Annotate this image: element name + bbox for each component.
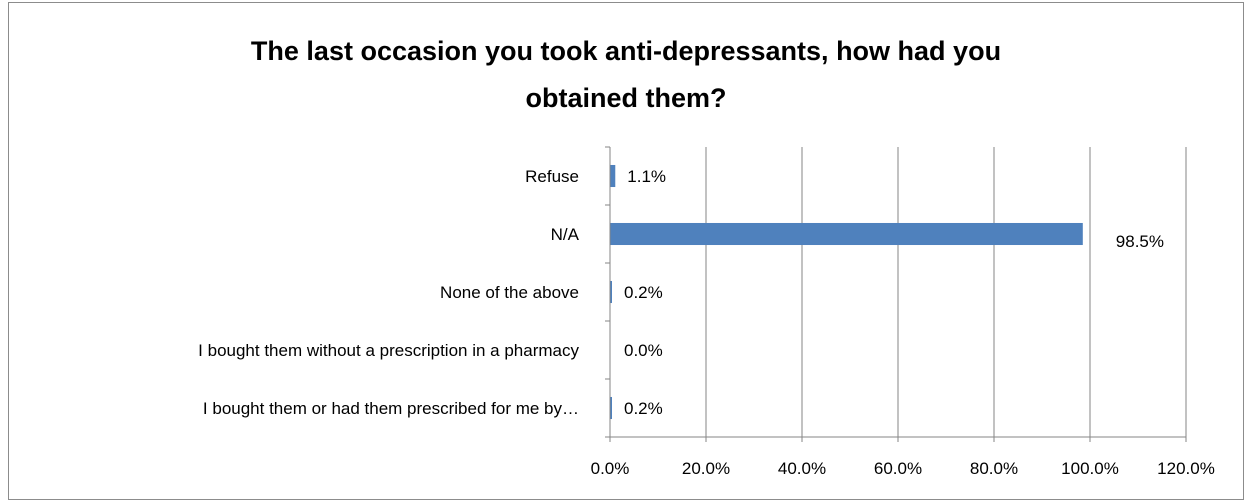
category-label: N/A	[551, 225, 580, 244]
x-tick-label: 100.0%	[1061, 459, 1119, 478]
x-tick-label: 120.0%	[1157, 459, 1215, 478]
category-label: I bought them without a prescription in …	[198, 341, 579, 360]
data-label: 98.5%	[1116, 232, 1164, 251]
chart-frame	[8, 2, 1244, 500]
gridlines	[705, 147, 1187, 437]
data-label: 0.0%	[624, 341, 663, 360]
labels: 0.0% 20.0% 40.0% 60.0% 80.0% 100.0% 120.0% Refu…	[198, 167, 1215, 478]
data-label: 0.2%	[624, 283, 663, 302]
axes	[605, 146, 1187, 442]
bar	[610, 396, 612, 420]
category-label: I bought them or had them prescribed for…	[203, 399, 579, 418]
category-label: None of the above	[440, 283, 579, 302]
chart-title-line-2: obtained them?	[526, 83, 727, 113]
data-label: 1.1%	[627, 167, 666, 186]
bar	[610, 280, 612, 304]
chart-title-line-1: The last occasion you took anti-depressa…	[251, 36, 1001, 66]
x-tick-label: 40.0%	[778, 459, 826, 478]
x-tick-label: 0.0%	[591, 459, 630, 478]
x-tick-label: 60.0%	[874, 459, 922, 478]
data-label: 0.2%	[624, 399, 663, 418]
category-label: Refuse	[525, 167, 579, 186]
bars	[610, 164, 1083, 420]
bar	[610, 164, 616, 188]
bar	[610, 222, 1083, 246]
x-tick-label: 80.0%	[970, 459, 1018, 478]
x-tick-label: 20.0%	[682, 459, 730, 478]
